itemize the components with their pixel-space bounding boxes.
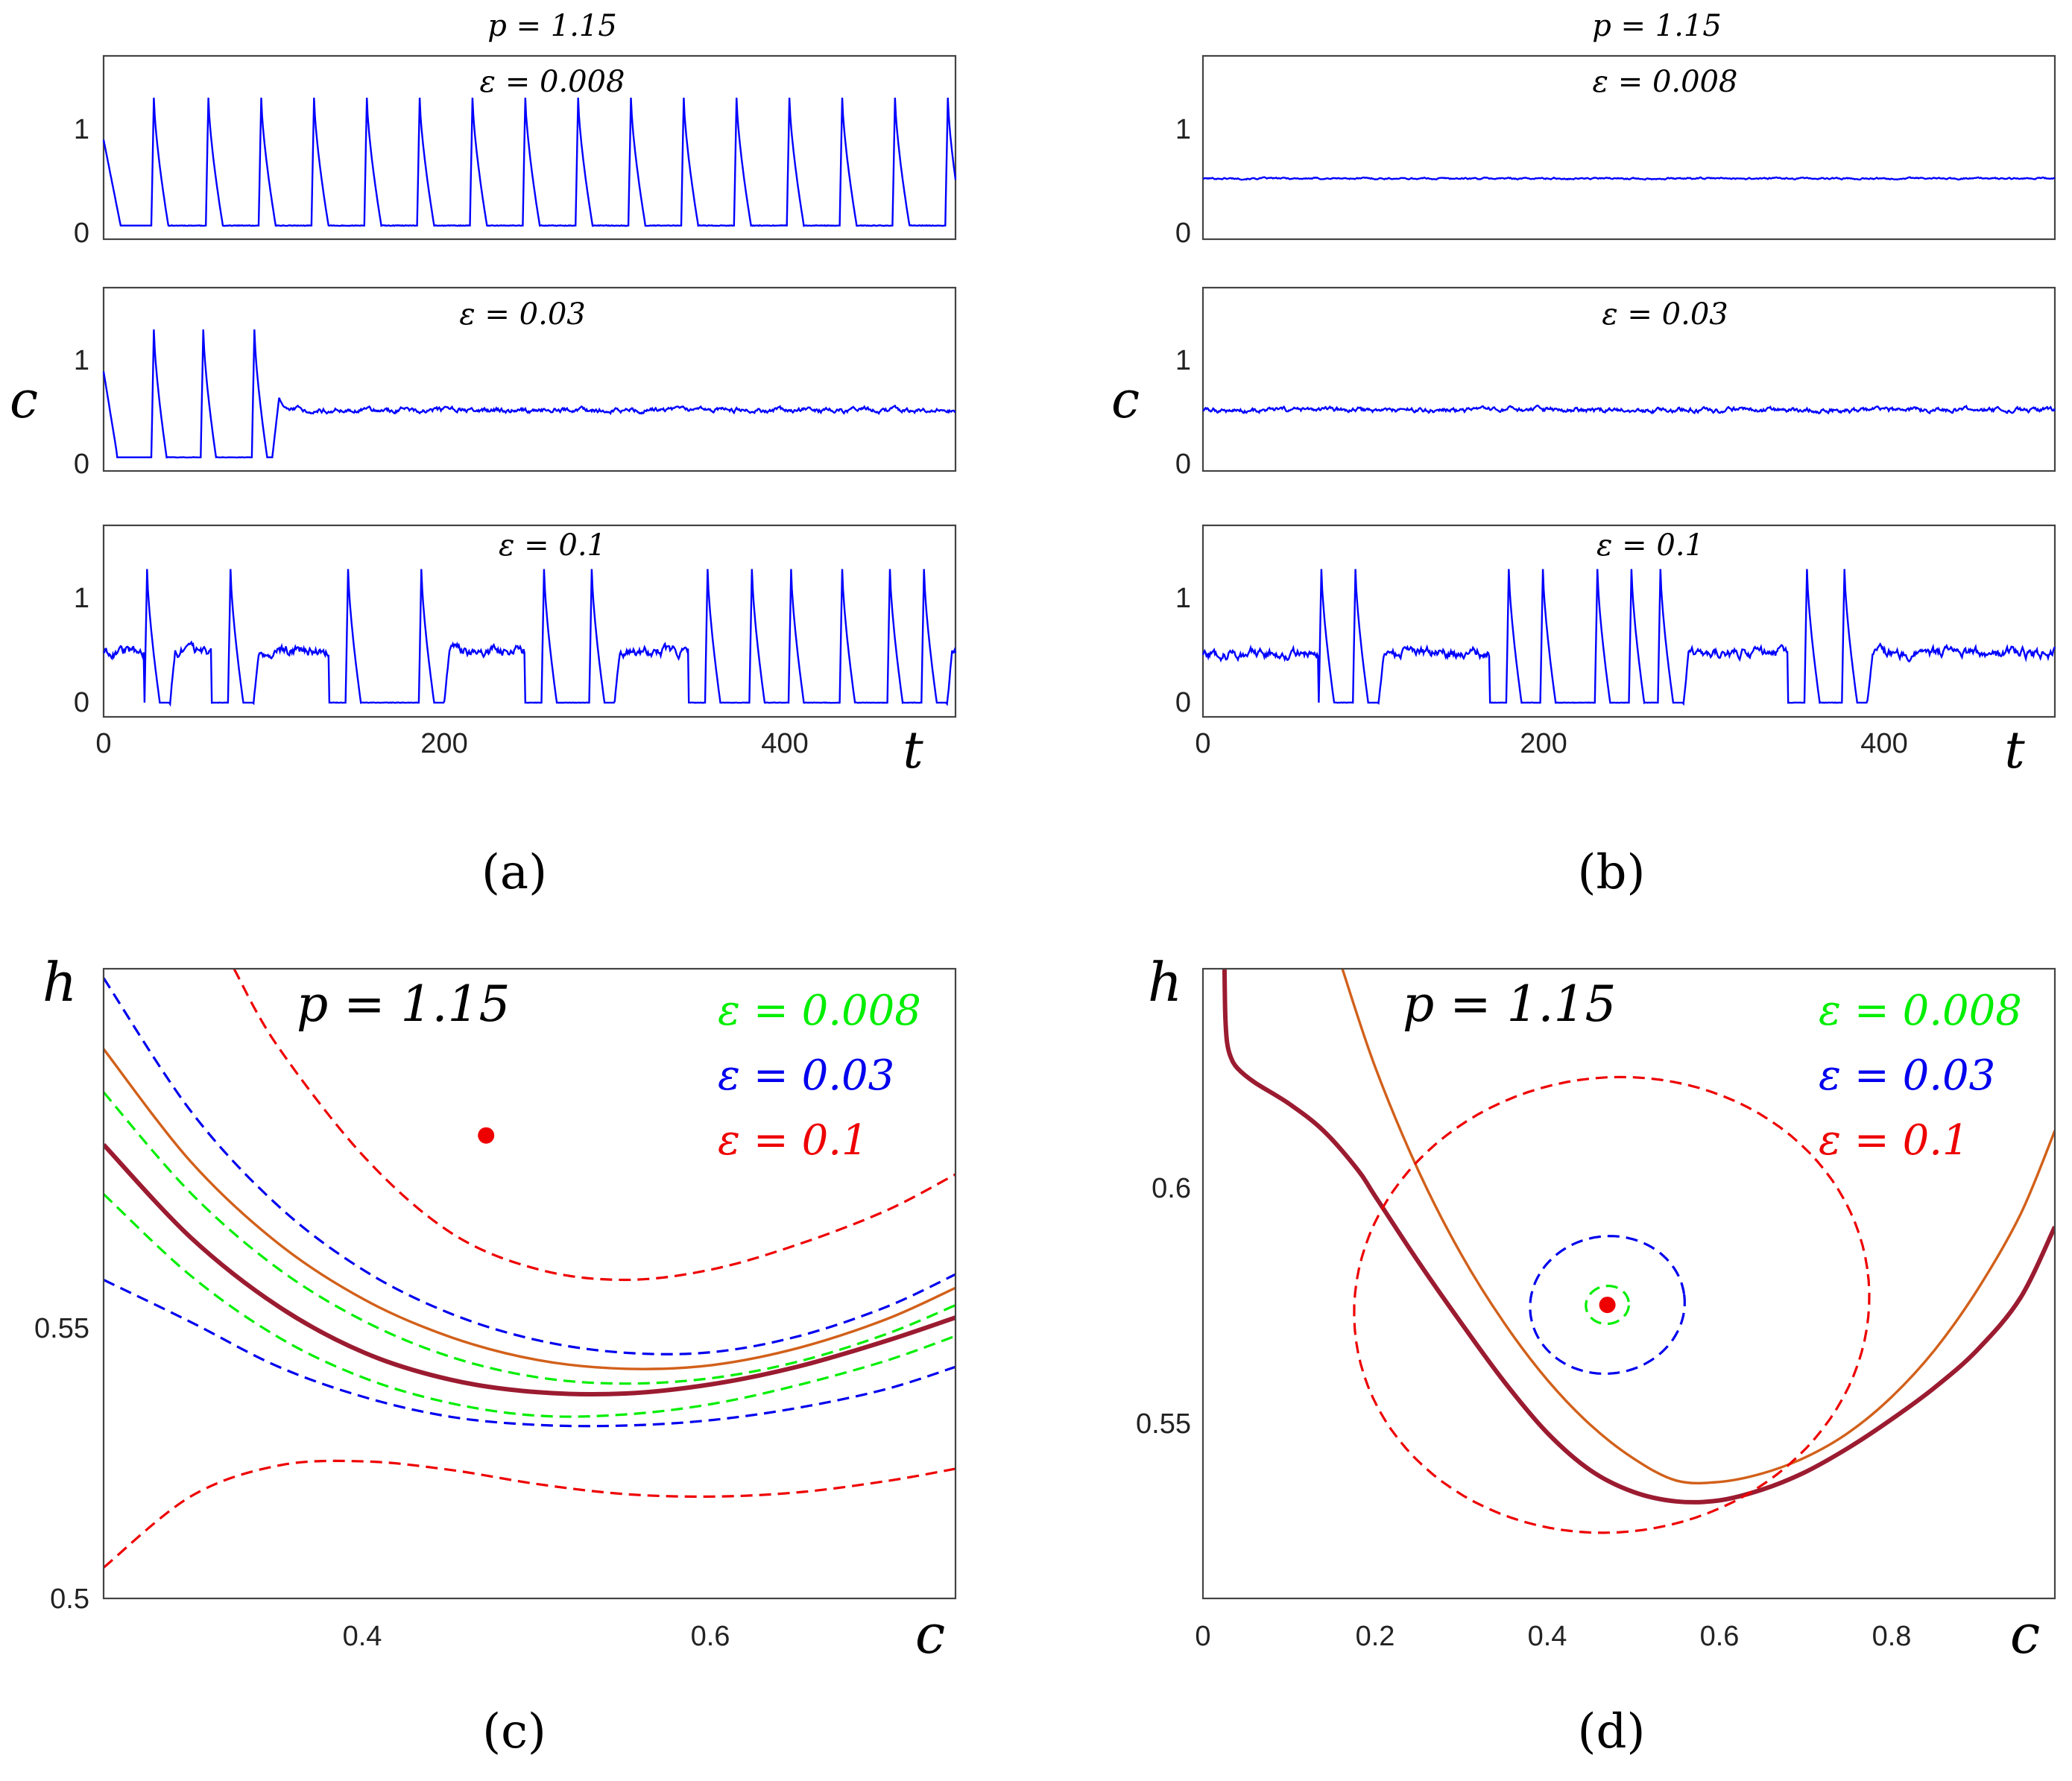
panel-c-curves	[104, 969, 956, 1569]
panel-a-ytick-0: 0	[74, 218, 89, 249]
panel-b-sub1-frame	[1201, 54, 2056, 241]
panel-d-xtick-08: 0.8	[1872, 1621, 1912, 1652]
panel-b-ylabel: c	[1111, 371, 1140, 430]
panel-c-ytick-055: 0.55	[34, 1313, 89, 1344]
panel-a-xtick-0: 0	[95, 728, 111, 759]
panel-b-ytick-1: 1	[1175, 583, 1191, 614]
panel-c-legend-eps-01: ε = 0.1	[718, 1116, 868, 1165]
panel-d-equilibrium-point	[1599, 1297, 1616, 1314]
panel-c-xlabel: c	[915, 1603, 945, 1665]
panel-a-caption: (a)	[481, 845, 547, 900]
series-a-eps-01	[103, 569, 957, 707]
panel-b-sub2-frame	[1201, 286, 2056, 472]
panel-d-ytick-055: 0.55	[1136, 1408, 1191, 1440]
panel-d-legend-eps-01: ε = 0.1	[1819, 1116, 1969, 1165]
panel-d-frame	[1201, 967, 2056, 1600]
panel-c-title: p = 1.15	[297, 975, 510, 1033]
curve--0-03-lower	[104, 1279, 956, 1428]
panel-a-ytick-1: 1	[74, 345, 89, 376]
panel-a-title: p = 1.15	[487, 9, 617, 43]
panel-b-xtick-0: 0	[1195, 728, 1210, 759]
panel-c-ylabel: h	[42, 951, 77, 1013]
panel-a-sub2-label: ε = 0.03	[459, 297, 585, 332]
curve-h-nullcline	[104, 1143, 956, 1397]
curve--0-1-upper	[233, 969, 956, 1282]
series-b-eps-003	[1202, 404, 2056, 415]
panel-b-title: p = 1.15	[1592, 9, 1722, 43]
panel-a-xtick-200: 200	[420, 728, 467, 759]
panel-d-ytick-06: 0.6	[1152, 1173, 1191, 1204]
panel-c-equilibrium-point	[478, 1127, 495, 1144]
panel-d-xtick-06: 0.6	[1700, 1621, 1740, 1652]
panel-a-sub3-frame	[102, 524, 957, 718]
panel-d-curves	[1222, 969, 2055, 1534]
panel-b-ytick-0: 0	[1175, 449, 1191, 480]
panel-d-xtick-04: 0.4	[1528, 1621, 1567, 1652]
panel-a-sub1-label: ε = 0.008	[480, 65, 625, 99]
series-b-eps-01	[1201, 569, 2056, 706]
series-b-eps-0008	[1203, 176, 2056, 181]
panel-d-ylabel: h	[1148, 951, 1182, 1013]
panel-b-sub1-label: ε = 0.008	[1593, 65, 1738, 99]
curve--0-1-lower	[104, 1459, 956, 1569]
panel-a-sub1-frame	[102, 54, 957, 241]
curve--0-008-orbit	[1585, 1285, 1630, 1326]
panel-b-ytick-1: 1	[1175, 345, 1191, 376]
panel-b-caption: (b)	[1578, 845, 1646, 900]
panel-c-xtick-06: 0.6	[691, 1621, 730, 1652]
panel-c-legend-eps-003: ε = 0.03	[718, 1051, 894, 1100]
panel-c-legend-eps-0008: ε = 0.008	[718, 987, 921, 1035]
panel-b-ytick-1: 1	[1175, 114, 1191, 145]
panel-b-sub3-frame	[1201, 524, 2056, 718]
panel-b: p = 1.15 ε = 0.008 ε = 0.03 ε = 0.1 1 0 …	[1111, 9, 2056, 900]
curve--0-008-lower	[104, 1193, 956, 1418]
series-a-eps-0008	[102, 98, 957, 227]
curve--0-03-upper	[104, 977, 956, 1355]
panel-c-frame	[102, 967, 957, 1600]
panel-c: 0.55 0.5 0.4 0.6 p = 1.15 ε = 0.008 ε = …	[34, 951, 957, 1759]
curve-c-nullcline	[1341, 969, 2055, 1485]
panel-b-ytick-0: 0	[1175, 218, 1191, 249]
panel-c-ytick-05: 0.5	[50, 1584, 89, 1615]
curve--0-03-orbit	[1529, 1235, 1686, 1376]
panel-d: 0.6 0.55 0 0.2 0.4 0.6 0.8 p = 1.15 ε = …	[1136, 951, 2056, 1759]
curve-h-nullcline	[1222, 969, 2055, 1505]
panel-d-caption: (d)	[1578, 1704, 1646, 1759]
panel-d-xlabel: c	[2010, 1603, 2040, 1665]
panel-c-xtick-04: 0.4	[343, 1621, 382, 1652]
panel-d-xtick-0: 0	[1195, 1621, 1210, 1652]
panel-a-ytick-1: 1	[74, 114, 89, 145]
panel-c-caption: (c)	[482, 1704, 546, 1759]
panel-a-xlabel: t	[903, 721, 923, 780]
panel-d-title: p = 1.15	[1403, 975, 1616, 1033]
panel-d-legend-eps-0008: ε = 0.008	[1819, 987, 2022, 1035]
panel-a-ytick-1: 1	[74, 583, 89, 614]
panel-a-ytick-0: 0	[74, 449, 89, 480]
panel-b-ytick-0: 0	[1175, 687, 1191, 718]
curve--0-1-orbit	[1353, 1075, 1871, 1534]
panel-a-ytick-0: 0	[74, 687, 89, 718]
panel-a-ylabel: c	[10, 371, 38, 430]
panel-a: p = 1.15 ε = 0.008 ε = 0.03 ε = 0.1 1 0 …	[10, 9, 957, 900]
panel-a-sub3-label: ε = 0.1	[499, 528, 606, 563]
panel-d-xtick-02: 0.2	[1356, 1621, 1395, 1652]
panel-a-sub2-frame	[102, 286, 957, 472]
panel-d-legend-eps-003: ε = 0.03	[1819, 1051, 1995, 1100]
curve--0-008-upper	[104, 1091, 956, 1385]
series-a-eps-003	[102, 329, 956, 459]
curve-c-nullcline	[104, 1048, 956, 1370]
panel-b-sub2-label: ε = 0.03	[1602, 297, 1728, 332]
panel-a-xtick-400: 400	[761, 728, 808, 759]
panel-b-xtick-400: 400	[1860, 728, 1907, 759]
panel-b-xtick-200: 200	[1520, 728, 1567, 759]
panel-b-xlabel: t	[2004, 721, 2025, 780]
panel-b-sub3-label: ε = 0.1	[1596, 528, 1704, 563]
